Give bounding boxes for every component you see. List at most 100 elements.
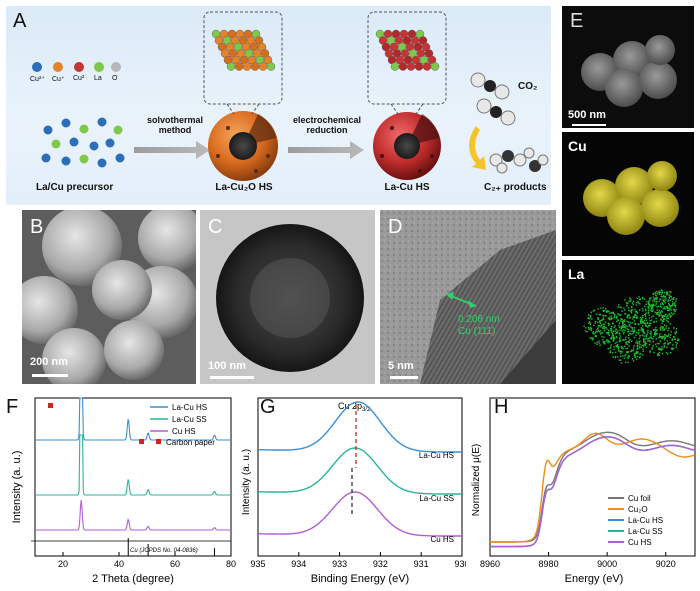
legend-o: O bbox=[112, 75, 118, 82]
products-label: C₂₊ products bbox=[484, 182, 547, 193]
cu2o-lattice-cube bbox=[211, 29, 276, 71]
hs1-label: La-Cu₂O HS bbox=[215, 182, 273, 193]
precursor-atoms bbox=[41, 117, 125, 168]
xps-panel-g: Intensity (a. u.) Binding Energy (eV) Cu… bbox=[236, 392, 470, 586]
la-map-dots bbox=[583, 289, 680, 364]
xps-curve-0 bbox=[257, 401, 462, 453]
xanes-curve-2 bbox=[490, 436, 696, 548]
panel-c-letter: C bbox=[208, 216, 223, 238]
xanes-panel-h: Normalized μ(E) Energy (eV) 8960 8980 9000… bbox=[466, 392, 700, 586]
arrow-2 bbox=[288, 141, 364, 159]
e-sem-spheres bbox=[572, 35, 677, 126]
xanes-xtick-label: 8960 bbox=[480, 559, 500, 569]
schematic-panel-a: A bbox=[6, 6, 551, 205]
schematic-drawing bbox=[32, 11, 549, 181]
cu-map-label: Cu bbox=[568, 138, 587, 154]
xrd-curve-1 bbox=[35, 434, 231, 496]
carbon-peak-marker-2 bbox=[139, 439, 144, 444]
sem-image-b: B 200 nm bbox=[22, 210, 196, 384]
xps-label-la-cu-ss: La-Cu SS bbox=[419, 494, 454, 503]
la-map-label: La bbox=[568, 266, 585, 282]
xanes-ylabel: Normalized μ(E) bbox=[471, 444, 482, 516]
xps-curve-2 bbox=[258, 491, 462, 537]
legend-text-la-cu-hs: La-Cu HS bbox=[172, 403, 207, 412]
co2-molecule bbox=[470, 72, 516, 126]
xrd-panel-f: Intensity (a. u.) 2 Theta (degree) Cu (J… bbox=[0, 392, 240, 586]
xrd-xtick-label: 60 bbox=[170, 559, 180, 569]
xanes-xtick-label: 9000 bbox=[597, 559, 617, 569]
tem-image-c: C 100 nm bbox=[200, 210, 375, 384]
xrd-legend: La-Cu HS La-Cu SS Cu HS Carbon paper bbox=[150, 403, 215, 447]
panel-e-letter: E bbox=[570, 10, 584, 32]
la-cu-sphere bbox=[373, 112, 441, 180]
atom-legend bbox=[32, 62, 121, 72]
xps-xtick-label: 931 bbox=[414, 559, 429, 569]
c-scale-label: 100 nm bbox=[208, 360, 246, 372]
legend-text-cu-hs-h: Cu HS bbox=[628, 538, 652, 547]
xrd-ylabel: Intensity (a. u.) bbox=[11, 451, 23, 524]
d-hrtem-lattice bbox=[380, 210, 556, 384]
legend-text-la-cu-ss-h: La-Cu SS bbox=[628, 527, 663, 536]
la-cu2o-sphere bbox=[208, 111, 278, 181]
xrd-plot: Intensity (a. u.) 2 Theta (degree) Cu (J… bbox=[11, 397, 236, 585]
xrd-ref-label: Cu (JCPDS No. 04-0836) bbox=[130, 548, 198, 554]
xrd-xlabel: 2 Theta (degree) bbox=[92, 573, 174, 585]
panel-g-letter: G bbox=[260, 396, 276, 418]
xanes-plot: Normalized μ(E) Energy (eV) 8960 8980 9000… bbox=[471, 397, 696, 585]
panel-d-letter: D bbox=[388, 216, 403, 238]
legend-text-cu2o: Cu₂O bbox=[628, 505, 648, 514]
legend-cu2: Cu² bbox=[73, 75, 85, 82]
xps-xtick-label: 934 bbox=[291, 559, 306, 569]
xanes-xtick-label: 8980 bbox=[539, 559, 559, 569]
xps-label-cu-hs: Cu HS bbox=[430, 535, 454, 544]
sem-image-e: E 500 nm bbox=[562, 6, 694, 128]
xps-xtick-label: 935 bbox=[250, 559, 265, 569]
xps-xtick-label: 933 bbox=[332, 559, 347, 569]
cu-lattice-cube bbox=[375, 29, 440, 71]
xps-ylabel: Intensity (a. u.) bbox=[241, 449, 252, 515]
reaction-arrow bbox=[469, 126, 486, 170]
eds-map-cu: Cu bbox=[562, 132, 694, 256]
cu-map-spheres bbox=[583, 161, 679, 235]
d-annotation-plane: Cu (111) bbox=[458, 326, 496, 337]
hs2-label: La-Cu HS bbox=[384, 182, 430, 193]
e-scale-label: 500 nm bbox=[568, 109, 606, 121]
panel-b-letter: B bbox=[30, 216, 44, 238]
xanes-curve-3 bbox=[490, 436, 696, 548]
legend-la: La bbox=[94, 75, 102, 82]
xanes-xtick-label: 9020 bbox=[656, 559, 676, 569]
xanes-curve-4 bbox=[490, 436, 696, 548]
xps-xlabel: Binding Energy (eV) bbox=[311, 573, 409, 585]
panel-f-letter: F bbox=[6, 396, 19, 418]
xps-peak-label: Cu 2p3/2 bbox=[338, 401, 371, 413]
precursor-label: La/Cu precursor bbox=[36, 182, 114, 193]
xps-xtick-label: 930 bbox=[454, 559, 466, 569]
legend-text-cu-foil: Cu foil bbox=[628, 494, 651, 503]
xrd-curve-0 bbox=[35, 397, 231, 441]
arrow-1 bbox=[134, 141, 210, 159]
b-sem-spheres bbox=[22, 210, 196, 384]
xps-curve-1 bbox=[258, 447, 462, 495]
c2-product-molecules bbox=[489, 147, 549, 174]
d-scale-label: 5 nm bbox=[388, 360, 414, 372]
co2-label: CO₂ bbox=[518, 81, 538, 92]
xps-plot: Intensity (a. u.) Binding Energy (eV) Cu… bbox=[241, 397, 470, 585]
d-annotation-spacing: 0.208 nm bbox=[458, 314, 500, 325]
xanes-legend: Cu foil Cu₂O La-Cu HS La-Cu SS Cu HS bbox=[608, 494, 663, 547]
xrd-xtick-label: 40 bbox=[114, 559, 124, 569]
c-tem-sphere bbox=[200, 210, 375, 384]
xanes-curve-1 bbox=[490, 432, 696, 543]
legend-text-la-cu-ss: La-Cu SS bbox=[172, 415, 207, 424]
step1-label: solvothermal method bbox=[146, 115, 204, 135]
xrd-xtick-label: 80 bbox=[226, 559, 236, 569]
xanes-xlabel: Energy (eV) bbox=[565, 573, 624, 585]
legend-marker-carbon bbox=[156, 439, 161, 444]
legend-text-la-cu-hs-h: La-Cu HS bbox=[628, 516, 663, 525]
legend-cu2plus: Cu²⁺ bbox=[30, 76, 45, 83]
panel-a-letter: A bbox=[13, 10, 27, 32]
xrd-xtick-label: 20 bbox=[58, 559, 68, 569]
eds-map-la: La bbox=[562, 260, 694, 384]
legend-text-carbon: Carbon paper bbox=[166, 438, 215, 447]
step2-label: electrochemical reduction bbox=[292, 115, 362, 135]
xrd-curve-2 bbox=[35, 499, 231, 531]
